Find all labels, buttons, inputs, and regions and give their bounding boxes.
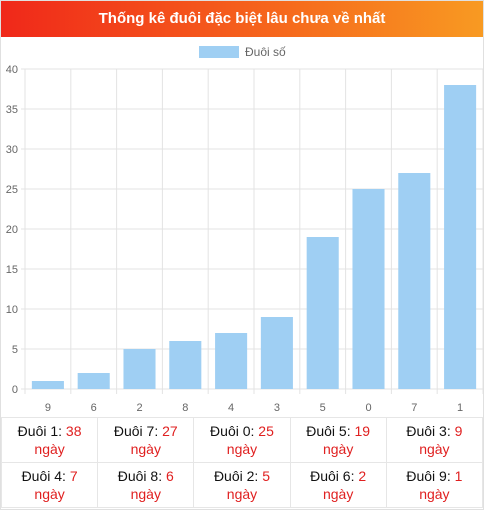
bar-6[interactable] bbox=[77, 373, 110, 389]
stat-cell: Đuôi 7: 27 ngày bbox=[97, 417, 195, 463]
stat-cell: Đuôi 2: 5 ngày bbox=[193, 462, 291, 508]
stat-label: Đuôi 3: bbox=[406, 423, 451, 439]
y-tick-label: 30 bbox=[6, 144, 18, 156]
stat-unit: ngày bbox=[226, 441, 258, 457]
stat-value: 38 bbox=[65, 423, 82, 439]
stat-value: 1 bbox=[454, 468, 463, 484]
stat-cell: Đuôi 8: 6 ngày bbox=[97, 462, 195, 508]
stat-value: 6 bbox=[166, 468, 174, 484]
stats-table: Đuôi 1: 38 ngày Đuôi 7: 27 ngày Đuôi 0: 25… bbox=[0, 417, 484, 508]
stat-unit: ngày bbox=[130, 486, 161, 502]
stat-value: 25 bbox=[258, 423, 274, 439]
stats-row: Đuôi 1: 38 ngày Đuôi 7: 27 ngày Đuôi 0: 25… bbox=[0, 417, 484, 463]
stat-unit: ngày bbox=[226, 486, 258, 502]
x-tick-label: 0 bbox=[365, 402, 371, 414]
legend-label: Đuôi số bbox=[245, 45, 286, 59]
x-tick-label: 4 bbox=[228, 402, 234, 414]
x-tick-label: 7 bbox=[411, 402, 417, 414]
stat-unit: ngày bbox=[419, 441, 450, 457]
bar-2[interactable] bbox=[123, 349, 156, 389]
y-tick-label: 0 bbox=[12, 384, 18, 396]
stat-cell: Đuôi 5: 19 ngày bbox=[289, 417, 387, 463]
bar-7[interactable] bbox=[398, 173, 431, 389]
chart-bars bbox=[31, 85, 477, 389]
x-axis: 9 6 2 8 4 3 5 0 7 1 bbox=[45, 402, 463, 414]
x-tick-label: 1 bbox=[457, 402, 463, 414]
bar-4[interactable] bbox=[215, 333, 248, 389]
bar-0[interactable] bbox=[352, 189, 385, 389]
x-tick-label: 8 bbox=[182, 402, 188, 414]
bar-8[interactable] bbox=[169, 341, 202, 389]
x-tick-label: 5 bbox=[320, 402, 326, 414]
x-tick-label: 3 bbox=[274, 402, 280, 414]
y-axis: 0 5 10 15 20 25 30 35 40 bbox=[6, 64, 18, 396]
legend-swatch bbox=[199, 46, 239, 58]
stat-value: 7 bbox=[69, 468, 78, 484]
bar-9[interactable] bbox=[31, 381, 64, 389]
stat-value: 27 bbox=[162, 423, 178, 439]
stat-unit: ngày bbox=[130, 441, 161, 457]
stat-label: Đuôi 1: bbox=[17, 423, 63, 439]
stat-unit: ngày bbox=[419, 486, 450, 502]
chart-legend[interactable]: Đuôi số bbox=[199, 45, 286, 59]
chart-grid bbox=[21, 68, 484, 394]
stat-label: Đuôi 8: bbox=[117, 468, 163, 484]
y-tick-label: 25 bbox=[6, 184, 18, 196]
stat-cell: Đuôi 6: 2 ngày bbox=[289, 462, 387, 508]
stat-cell: Đuôi 0: 25 ngày bbox=[193, 417, 291, 463]
stat-label: Đuôi 7: bbox=[113, 423, 159, 439]
stat-label: Đuôi 6: bbox=[310, 468, 355, 484]
stat-unit: ngày bbox=[322, 486, 354, 502]
stat-label: Đuôi 2: bbox=[213, 468, 259, 484]
y-tick-label: 5 bbox=[12, 344, 18, 356]
y-tick-label: 35 bbox=[6, 104, 18, 116]
stat-value: 2 bbox=[358, 468, 367, 484]
stat-value: 9 bbox=[454, 423, 463, 439]
stats-row: Đuôi 4: 7 ngày Đuôi 8: 6 ngày Đuôi 2: 5 ngà… bbox=[0, 462, 484, 508]
stat-cell: Đuôi 4: 7 ngày bbox=[0, 462, 99, 508]
stat-label: Đuôi 4: bbox=[21, 468, 66, 484]
bar-1[interactable] bbox=[444, 85, 477, 389]
stat-label: Đuôi 9: bbox=[406, 468, 451, 484]
bar-5[interactable] bbox=[306, 237, 339, 389]
stat-unit: ngày bbox=[34, 486, 65, 502]
y-tick-label: 15 bbox=[6, 264, 18, 276]
x-tick-label: 2 bbox=[136, 402, 142, 414]
stat-unit: ngày bbox=[322, 441, 354, 457]
bar-3[interactable] bbox=[260, 317, 293, 389]
x-tick-label: 9 bbox=[45, 402, 51, 414]
stat-cell: Đuôi 1: 38 ngày bbox=[0, 417, 99, 463]
stat-value: 19 bbox=[354, 423, 371, 439]
stat-value: 5 bbox=[262, 468, 270, 484]
x-tick-label: 6 bbox=[91, 402, 97, 414]
y-tick-label: 10 bbox=[6, 304, 18, 316]
stat-unit: ngày bbox=[34, 441, 65, 457]
stat-cell: Đuôi 9: 1 ngày bbox=[385, 462, 484, 508]
stat-cell: Đuôi 3: 9 ngày bbox=[385, 417, 484, 463]
y-tick-label: 20 bbox=[6, 224, 18, 236]
panel-title: Thống kê đuôi đặc biệt lâu chưa về nhất bbox=[1, 1, 483, 37]
stat-label: Đuôi 5: bbox=[306, 423, 351, 439]
y-tick-label: 40 bbox=[6, 64, 18, 76]
stat-label: Đuôi 0: bbox=[210, 423, 255, 439]
